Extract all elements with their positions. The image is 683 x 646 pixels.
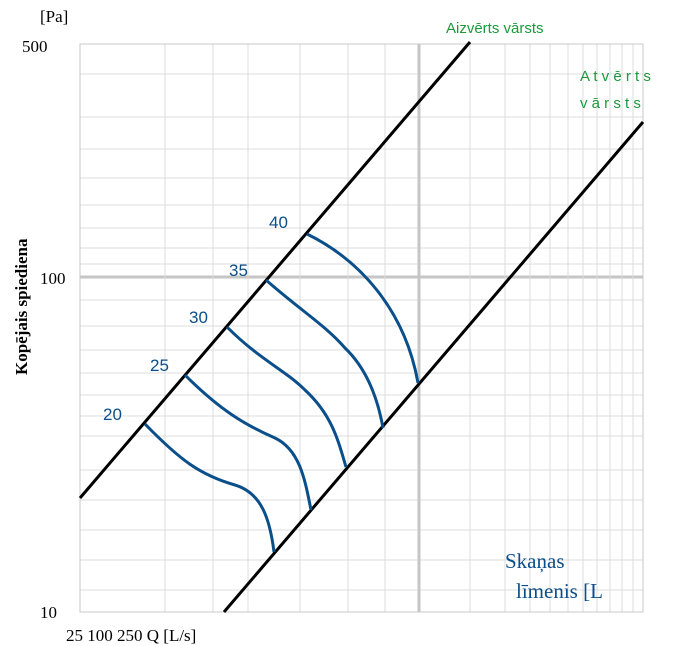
x-axis-label: 25 100 250 Q [L/s] — [66, 626, 196, 645]
y-unit-label: [Pa] — [40, 7, 68, 26]
sound-level-label-35: 35 — [229, 261, 248, 280]
sound-level-label-30: 30 — [189, 308, 208, 327]
sound-level-curves — [143, 232, 420, 553]
sound-level-curve-20 — [143, 422, 276, 553]
sound-level-curve-25 — [183, 373, 313, 511]
sound-level-curve-30 — [225, 325, 348, 468]
y-tick-500: 500 — [22, 37, 48, 56]
sound-level-label-20: 20 — [103, 405, 122, 424]
sound-level-label-40: 40 — [269, 213, 288, 232]
sound-level-title-line1: Skaņas — [505, 549, 565, 573]
sound-level-curve-35 — [265, 278, 385, 429]
valve-boundary-lines — [78, 41, 645, 613]
open-valve-label-line1: A t v ē r t s — [580, 68, 651, 85]
boundary-line-closed — [78, 41, 472, 499]
sound-level-title-line2: līmenis [L — [516, 579, 603, 603]
boundary-line-open — [222, 121, 645, 613]
closed-valve-label: Aizvērts vārsts — [446, 20, 544, 37]
grid-lines — [80, 44, 643, 612]
sound-level-curve-40 — [306, 232, 420, 384]
y-tick-100: 100 — [40, 269, 66, 288]
sound-level-labels: 20 25 30 35 40 — [103, 213, 288, 424]
plot-frame — [79, 43, 644, 613]
sound-level-label-25: 25 — [150, 356, 169, 375]
y-axis-label: Kopējais spiediena — [12, 238, 31, 375]
open-valve-label-line2: v ā r s t s — [580, 95, 641, 112]
y-tick-10: 10 — [40, 603, 57, 622]
